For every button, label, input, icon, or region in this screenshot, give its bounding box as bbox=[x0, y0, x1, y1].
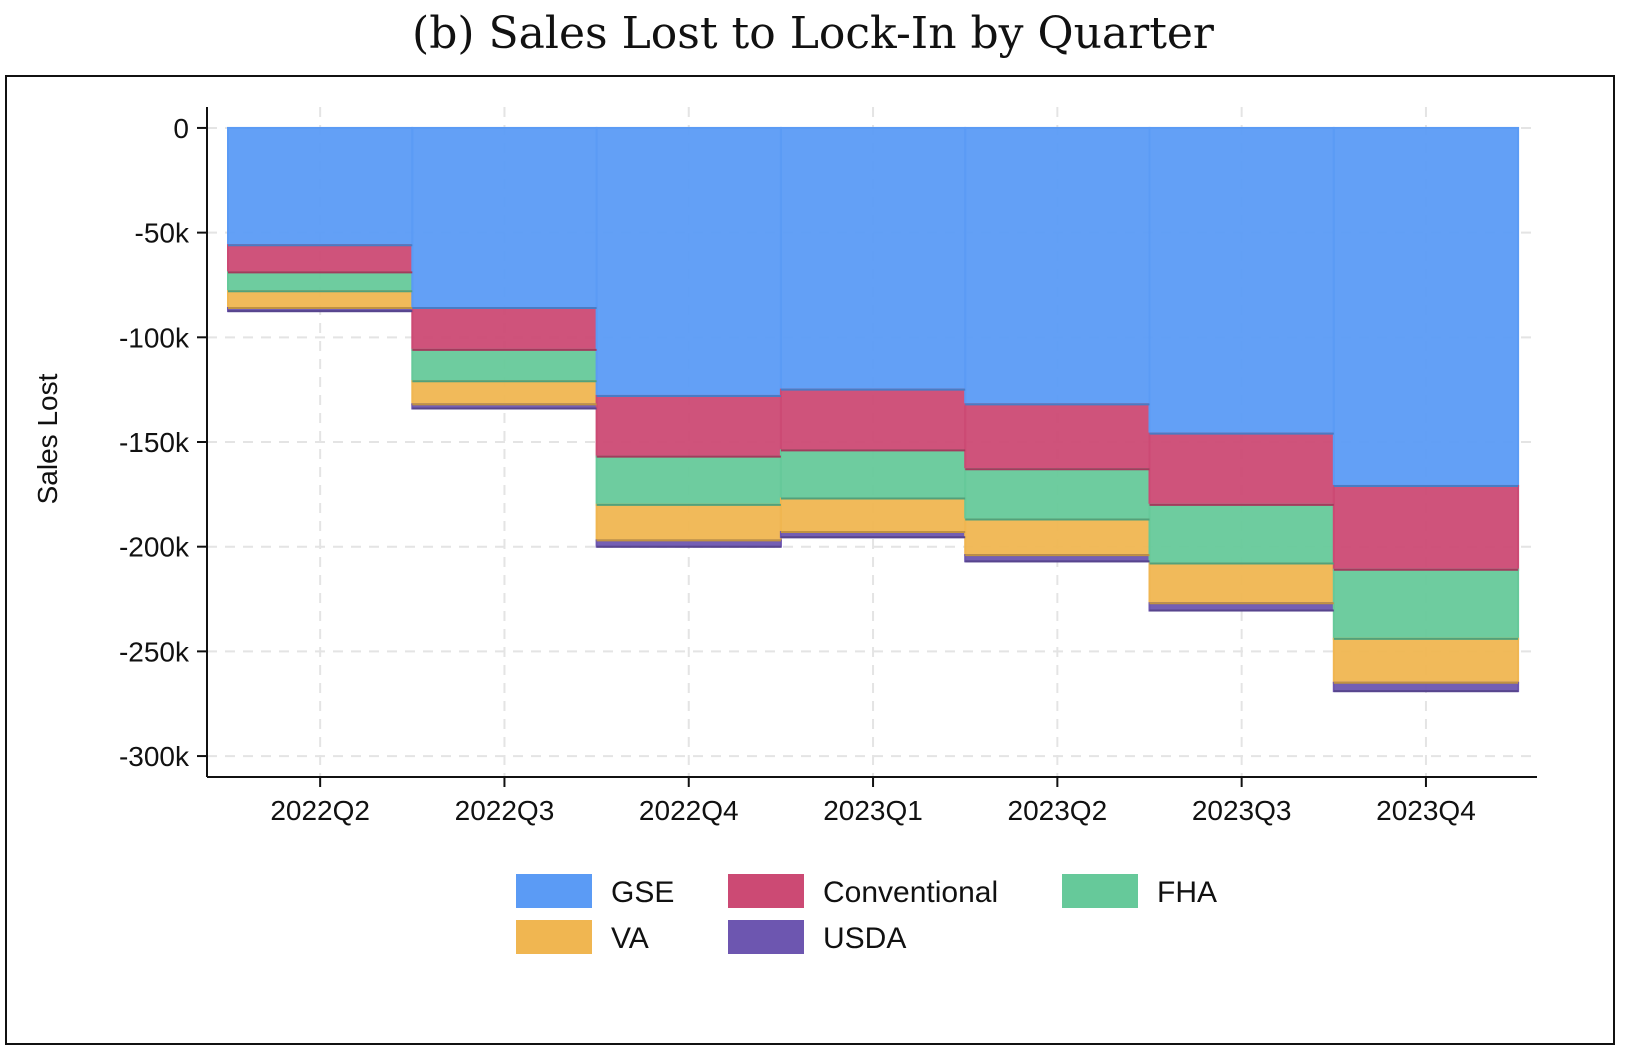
y-axis-label: Sales Lost bbox=[32, 373, 63, 504]
axes: 0 -50k -100k -150k -200k -250k -300k 2022Q2 2022… bbox=[119, 107, 1537, 826]
legend-swatch-va bbox=[516, 920, 592, 954]
bar-segment-va-2023q3 bbox=[1148, 562, 1335, 605]
legend-item-conventional: Conventional bbox=[728, 874, 998, 909]
legend-item-fha: FHA bbox=[1062, 874, 1217, 909]
bar-segment-va-2022q2 bbox=[227, 290, 414, 309]
stacked-bar-chart: 0 -50k -100k -150k -200k -250k -300k 2022Q2 2022… bbox=[32, 107, 1537, 955]
bar-segment-fha-2023q1 bbox=[779, 449, 967, 500]
bar-segment-va-2022q4 bbox=[595, 503, 782, 542]
bar-segment-fha-2023q4 bbox=[1332, 568, 1520, 640]
y-tick-label: -150k bbox=[119, 427, 190, 458]
bar-segment-gse-2022q3 bbox=[411, 126, 598, 309]
y-tick-label: 0 bbox=[173, 113, 189, 144]
y-tick-label: -250k bbox=[119, 636, 190, 667]
x-tick-label: 2022Q3 bbox=[455, 795, 555, 826]
legend-swatch-usda bbox=[728, 920, 804, 954]
bar-segment-gse-2022q4 bbox=[595, 126, 782, 397]
bar-segment-usda-2023q4 bbox=[1332, 681, 1520, 693]
legend: GSE Conventional FHA VA USDA bbox=[516, 874, 1217, 955]
legend-label-va: VA bbox=[611, 922, 649, 955]
bar-segment-va-2023q1 bbox=[779, 497, 967, 534]
legend-item-va: VA bbox=[516, 920, 649, 955]
bar-segment-gse-2022q2 bbox=[227, 126, 414, 247]
legend-item-gse: GSE bbox=[516, 874, 674, 909]
bar-segment-fha-2022q2 bbox=[227, 271, 414, 293]
bars bbox=[227, 126, 1520, 693]
x-tick-label: 2023Q1 bbox=[823, 795, 923, 826]
legend-label-usda: USDA bbox=[823, 922, 906, 955]
x-tick-label: 2023Q2 bbox=[1008, 795, 1108, 826]
bar-segment-fha-2022q3 bbox=[411, 348, 598, 383]
x-tick-label: 2022Q4 bbox=[639, 795, 739, 826]
bar-segment-gse-2023q3 bbox=[1148, 126, 1335, 435]
y-tick-label: -50k bbox=[135, 218, 190, 249]
x-tick-label: 2023Q4 bbox=[1376, 795, 1476, 826]
bar-segment-conventional-2023q4 bbox=[1332, 484, 1520, 571]
legend-label-conventional: Conventional bbox=[823, 876, 998, 909]
y-tick-label: -300k bbox=[119, 741, 190, 772]
legend-swatch-gse bbox=[516, 874, 592, 908]
legend-swatch-conventional bbox=[728, 874, 804, 908]
bar-segment-fha-2022q4 bbox=[595, 455, 782, 506]
bar-segment-va-2023q2 bbox=[964, 518, 1151, 557]
bar-segment-fha-2023q3 bbox=[1148, 503, 1335, 565]
bar-segment-conventional-2022q2 bbox=[227, 244, 414, 274]
bar-segment-conventional-2023q2 bbox=[964, 403, 1151, 471]
legend-swatch-fha bbox=[1062, 874, 1138, 908]
chart-frame: 0 -50k -100k -150k -200k -250k -300k 2022Q2 2022… bbox=[5, 75, 1615, 1045]
bar-segment-gse-2023q1 bbox=[779, 126, 967, 391]
bar-segment-gse-2023q4 bbox=[1332, 126, 1520, 487]
bar-segment-conventional-2022q3 bbox=[411, 307, 598, 351]
legend-label-fha: FHA bbox=[1157, 876, 1217, 909]
bar-segment-fha-2023q2 bbox=[964, 468, 1151, 521]
bar-segment-conventional-2023q3 bbox=[1148, 432, 1335, 506]
legend-label-gse: GSE bbox=[611, 876, 674, 909]
bar-segment-conventional-2023q1 bbox=[779, 388, 967, 452]
bar-segment-gse-2023q2 bbox=[964, 126, 1151, 406]
y-tick-label: -200k bbox=[119, 532, 190, 563]
bar-segment-conventional-2022q4 bbox=[595, 394, 782, 458]
chart-title: (b) Sales Lost to Lock-In by Quarter bbox=[412, 8, 1214, 59]
legend-item-usda: USDA bbox=[728, 920, 906, 955]
x-tick-label: 2023Q3 bbox=[1192, 795, 1292, 826]
y-tick-label: -100k bbox=[119, 322, 190, 353]
bar-segment-va-2023q4 bbox=[1332, 637, 1520, 684]
bar-segment-va-2022q3 bbox=[411, 380, 598, 406]
bar-segment-usda-2023q3 bbox=[1148, 602, 1335, 612]
x-tick-label: 2022Q2 bbox=[270, 795, 370, 826]
